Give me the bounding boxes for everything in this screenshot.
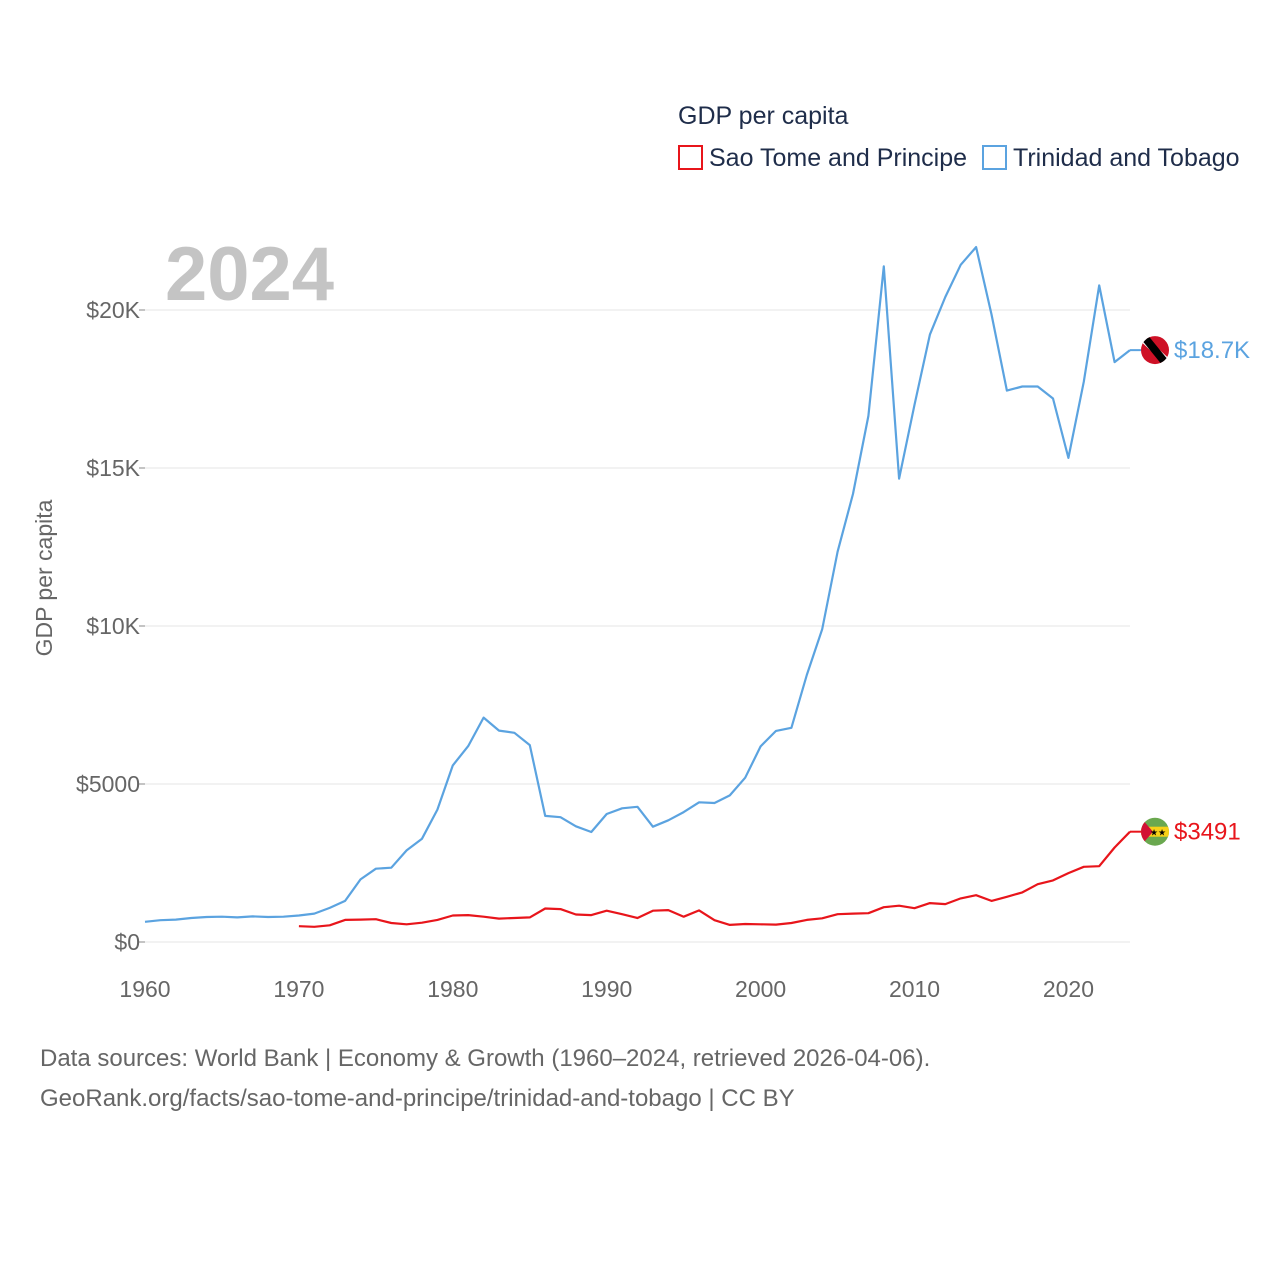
y-tick-label: $5000 bbox=[76, 771, 140, 797]
x-tick-label: 2020 bbox=[1043, 976, 1094, 1002]
end-value-sao-tome: $3491 bbox=[1174, 819, 1241, 846]
x-axis-ticks: 1960 1970 1980 1990 2000 2010 2020 bbox=[119, 976, 1094, 1002]
legend-swatch-sao-tome bbox=[678, 145, 703, 170]
source-line-2[interactable]: GeoRank.org/facts/sao-tome-and-principe/… bbox=[40, 1085, 795, 1112]
trinidad-and-tobago-flag-icon bbox=[1141, 336, 1169, 365]
legend-swatch-trinidad bbox=[982, 145, 1007, 170]
y-tick-label: $20K bbox=[86, 297, 140, 323]
svg-text:★★: ★★ bbox=[1150, 829, 1166, 839]
grid bbox=[145, 309, 1130, 943]
y-axis-title: GDP per capita bbox=[31, 499, 57, 656]
end-value-trinidad: $18.7K bbox=[1174, 337, 1250, 364]
sao-tome-and-principe-flag-icon: ★★ bbox=[1141, 817, 1169, 846]
x-tick-label: 1970 bbox=[273, 976, 324, 1002]
x-tick-label: 1980 bbox=[427, 976, 478, 1002]
series-line-sao-tome bbox=[298, 830, 1131, 928]
x-tick-label: 1960 bbox=[119, 976, 170, 1002]
legend-label-sao-tome[interactable]: Sao Tome and Principe bbox=[709, 144, 967, 172]
year-label: 2024 bbox=[165, 232, 334, 317]
x-tick-label: 2000 bbox=[735, 976, 786, 1002]
y-tick-label: $15K bbox=[86, 455, 140, 481]
series-line-trinidad bbox=[144, 246, 1131, 923]
source-line-1: Data sources: World Bank | Economy & Gro… bbox=[40, 1045, 931, 1072]
y-tick-label: $0 bbox=[114, 929, 140, 955]
end-marker-sao-tome: ★★ $3491 bbox=[1130, 817, 1241, 846]
legend-title: GDP per capita bbox=[678, 102, 849, 130]
legend: GDP per capita Sao Tome and Principe Tri… bbox=[678, 102, 1240, 172]
x-tick-label: 2010 bbox=[889, 976, 940, 1002]
x-tick-label: 1990 bbox=[581, 976, 632, 1002]
y-axis-ticks: $0 $5000 $10K $15K $20K bbox=[76, 297, 145, 955]
series-lines bbox=[144, 246, 1131, 928]
legend-label-trinidad[interactable]: Trinidad and Tobago bbox=[1013, 144, 1240, 172]
end-marker-trinidad: $18.7K bbox=[1130, 336, 1250, 365]
y-tick-label: $10K bbox=[86, 613, 140, 639]
